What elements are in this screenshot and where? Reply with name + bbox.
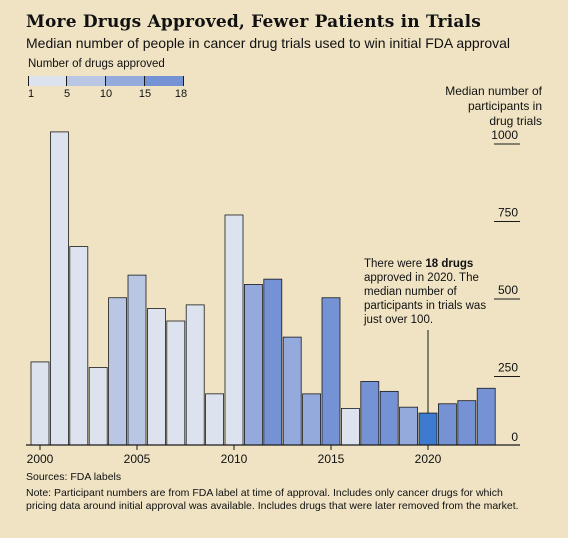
x-tick-label-2010: 2010 [221, 452, 248, 466]
bar-2021 [437, 403, 457, 446]
bar-2009 [205, 393, 225, 446]
bar-2017 [360, 381, 380, 446]
legend-tick: 10 [99, 88, 113, 100]
source-text: Sources: FDA labels [26, 471, 122, 483]
bar-2007 [166, 320, 186, 446]
y-tick-label-750: 750 [498, 206, 518, 220]
bar-2003 [88, 367, 108, 446]
annotation-text-before: There were [364, 258, 426, 270]
y-tick-label-250: 250 [498, 361, 518, 375]
x-tick-label-2005: 2005 [124, 452, 151, 466]
annotation-2020: There were 18 drugs approved in 2020. Th… [364, 257, 494, 327]
y-axis-label-text: Median number of participants in drug tr… [445, 84, 542, 128]
x-tick-label-2000: 2000 [27, 452, 54, 466]
bar-2002 [69, 246, 89, 446]
legend-seg-4 [145, 76, 184, 86]
annotation-text-after: approved in 2020. The median number of p… [364, 272, 487, 326]
chart-subtitle: Median number of people in cancer drug t… [26, 35, 511, 51]
bar-2006 [146, 308, 166, 446]
legend-title: Number of drugs approved [28, 58, 165, 70]
note-text: Note: Participant numbers are from FDA l… [26, 487, 519, 512]
bar-2019 [399, 406, 419, 446]
bar-2000 [30, 361, 50, 446]
bar-2023 [476, 387, 496, 446]
bar-2020 [418, 412, 438, 446]
legend-seg-3 [106, 76, 145, 86]
bar-2013 [282, 336, 302, 446]
annotation-bold: 18 drugs [425, 258, 474, 270]
x-tick-label-2020: 2020 [415, 452, 442, 466]
legend-tick: 15 [138, 88, 152, 100]
bar-2012 [263, 278, 283, 446]
y-tick-label-500: 500 [498, 283, 518, 297]
bar-2011 [243, 284, 263, 446]
bar-2014 [302, 393, 322, 446]
bar-2015 [321, 297, 341, 446]
bar-2010 [224, 214, 244, 446]
legend-tick: 5 [63, 88, 71, 100]
bar-2004 [108, 297, 127, 446]
bar-2001 [50, 131, 69, 446]
chart-title: More Drugs Approved, Fewer Patients in T… [26, 12, 482, 32]
bar-2022 [457, 400, 477, 446]
x-tick-label-2015: 2015 [318, 452, 345, 466]
y-tick-label-1000: 1000 [491, 128, 518, 142]
legend-seg-2 [67, 76, 106, 86]
y-axis-label: Median number of participants in drug tr… [442, 84, 542, 129]
bar-2008 [185, 304, 205, 446]
legend-color-scale [28, 76, 184, 86]
bar-2016 [340, 408, 360, 446]
legend-tick: 1 [27, 88, 35, 100]
y-tick-label-0: 0 [511, 430, 518, 444]
bar-2018 [379, 390, 399, 446]
legend-seg-1 [28, 76, 67, 86]
bar-2005 [127, 274, 147, 446]
legend-tick: 18 [174, 88, 188, 100]
